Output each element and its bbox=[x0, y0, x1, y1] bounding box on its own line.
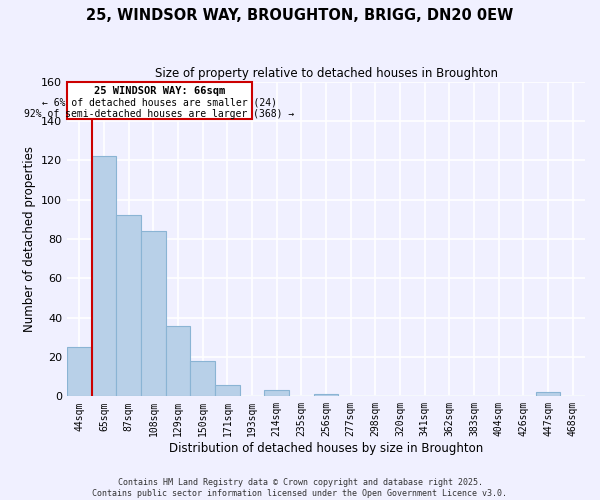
Bar bbox=[67, 347, 92, 397]
Title: Size of property relative to detached houses in Broughton: Size of property relative to detached ho… bbox=[155, 68, 497, 80]
Bar bbox=[116, 216, 141, 396]
Bar bbox=[314, 394, 338, 396]
Bar bbox=[215, 384, 240, 396]
Text: 92% of semi-detached houses are larger (368) →: 92% of semi-detached houses are larger (… bbox=[25, 109, 295, 119]
Y-axis label: Number of detached properties: Number of detached properties bbox=[23, 146, 35, 332]
FancyBboxPatch shape bbox=[67, 82, 252, 119]
Bar bbox=[265, 390, 289, 396]
Bar bbox=[190, 361, 215, 396]
Bar bbox=[166, 326, 190, 396]
Text: 25, WINDSOR WAY, BROUGHTON, BRIGG, DN20 0EW: 25, WINDSOR WAY, BROUGHTON, BRIGG, DN20 … bbox=[86, 8, 514, 22]
X-axis label: Distribution of detached houses by size in Broughton: Distribution of detached houses by size … bbox=[169, 442, 483, 455]
Bar bbox=[92, 156, 116, 396]
Bar bbox=[141, 231, 166, 396]
Bar bbox=[536, 392, 560, 396]
Text: Contains HM Land Registry data © Crown copyright and database right 2025.
Contai: Contains HM Land Registry data © Crown c… bbox=[92, 478, 508, 498]
Text: ← 6% of detached houses are smaller (24): ← 6% of detached houses are smaller (24) bbox=[42, 98, 277, 108]
Text: 25 WINDSOR WAY: 66sqm: 25 WINDSOR WAY: 66sqm bbox=[94, 86, 225, 96]
